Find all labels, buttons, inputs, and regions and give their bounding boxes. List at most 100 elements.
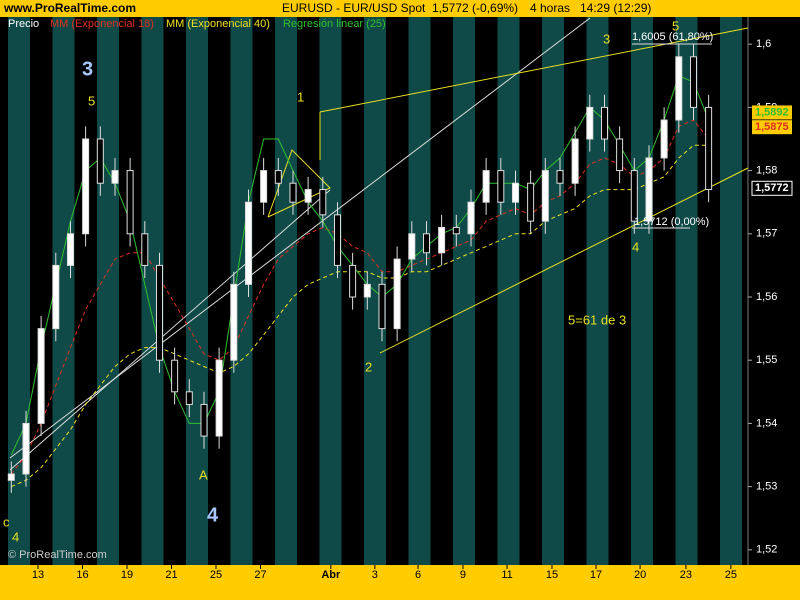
y-tick-label: 1,55 [756, 354, 777, 366]
candle-body [82, 138, 90, 235]
candle-body [497, 170, 505, 203]
x-tick-label: 25 [210, 569, 222, 581]
day-band [97, 17, 119, 565]
y-tick-label: 1,6 [756, 38, 771, 50]
x-tick-label: 6 [415, 569, 421, 581]
wave-label: 1 [297, 89, 304, 104]
channel-line [379, 167, 749, 354]
candle-body [66, 233, 74, 266]
candle-body [244, 201, 252, 285]
price-marker-label: 1,5772 [755, 182, 789, 194]
candle-body [304, 189, 312, 203]
period: 4 horas [530, 1, 570, 15]
price-marker [752, 120, 792, 135]
trend-line [9, 17, 591, 459]
day-band [497, 17, 520, 565]
candle-body [571, 138, 579, 184]
x-tick-label: 11 [501, 569, 512, 581]
wave-label: 4 [207, 504, 219, 526]
candle-body [705, 106, 713, 191]
candle-body [289, 182, 297, 203]
legend-entry: MM (Exponencial 18) [50, 18, 154, 30]
day-band [319, 17, 342, 565]
wave-label: 4 [632, 239, 639, 254]
x-tick-label: Abr [321, 569, 341, 581]
candle-body [527, 182, 535, 222]
wave-label: 5 [672, 18, 679, 33]
wave-label: 5 [88, 93, 95, 108]
price-marker-label: 1,5892 [755, 106, 789, 118]
day-band [275, 17, 297, 565]
x-tick-label: 23 [680, 569, 692, 581]
day-band [720, 17, 742, 565]
candle-body [274, 170, 282, 184]
legend-entry: Regresión linear (25) [283, 18, 386, 30]
day-band [586, 17, 609, 565]
y-tick-label: 1,52 [756, 544, 777, 556]
x-tick-label: 3 [372, 569, 378, 581]
x-tick-label: 19 [121, 569, 133, 581]
day-band [230, 17, 253, 565]
day-band [542, 17, 564, 565]
y-tick-label: 1,56 [756, 291, 777, 303]
x-tick-label: 16 [76, 569, 88, 581]
trend-line [9, 189, 331, 471]
candle-body [467, 201, 475, 235]
y-tick-label: 1,53 [756, 481, 777, 493]
copyright: © ProRealTime.com [8, 549, 107, 561]
fib-label: 1,6005 (61,80%) [632, 31, 713, 43]
wave-label: A [199, 467, 208, 482]
candle-body [363, 283, 371, 298]
x-tick-label: 25 [725, 569, 737, 581]
candle-body [7, 473, 15, 481]
day-band [631, 17, 653, 565]
candle-body [319, 189, 327, 216]
instrument: EURUSD - EUR/USD Spot [282, 1, 426, 15]
indicator-line [10, 119, 709, 475]
day-band [408, 17, 431, 565]
candle-body [616, 138, 624, 172]
day-bands [8, 17, 742, 565]
candle-body [645, 157, 653, 222]
day-band [453, 17, 475, 565]
x-tick-label: 13 [32, 569, 44, 581]
candle-body [541, 170, 549, 222]
candle-body [393, 258, 401, 330]
day-band [675, 17, 698, 565]
candle-body [630, 170, 638, 222]
candle-body [586, 106, 594, 140]
candle-body [660, 119, 668, 159]
candle-body [422, 233, 430, 254]
wave-label: 4 [12, 529, 19, 544]
x-tick-label: 27 [254, 569, 266, 581]
candle-body [408, 233, 416, 260]
x-tick-label: 21 [165, 569, 177, 581]
candle-body [141, 233, 149, 266]
price-marker-label: 1,5875 [755, 121, 789, 133]
note: 5=61 de 3 [568, 312, 626, 327]
candle-body [482, 170, 490, 203]
candle-body [230, 283, 238, 361]
last-price: 1,5772 (-0,69%) [432, 1, 518, 15]
candle-body [200, 403, 208, 437]
legend-entry: Precio [8, 18, 39, 30]
x-tick-label: 9 [460, 569, 466, 581]
candle-body [22, 422, 30, 475]
candle-body [556, 170, 564, 184]
candle-body [260, 170, 268, 203]
wave-label: 2 [365, 359, 372, 374]
candle-body [675, 56, 683, 121]
candle-body [126, 170, 134, 235]
candle-body [600, 106, 608, 140]
indicator-line [11, 144, 709, 488]
candle-body [689, 56, 697, 108]
price-marker [751, 180, 793, 196]
price-marker [752, 105, 792, 120]
candle-body [96, 138, 104, 184]
candle-body [349, 264, 357, 298]
x-tick-label: 20 [634, 569, 646, 581]
candle-body [171, 359, 179, 393]
candle-body [52, 264, 60, 330]
y-tick-label: 1,57 [756, 228, 777, 240]
